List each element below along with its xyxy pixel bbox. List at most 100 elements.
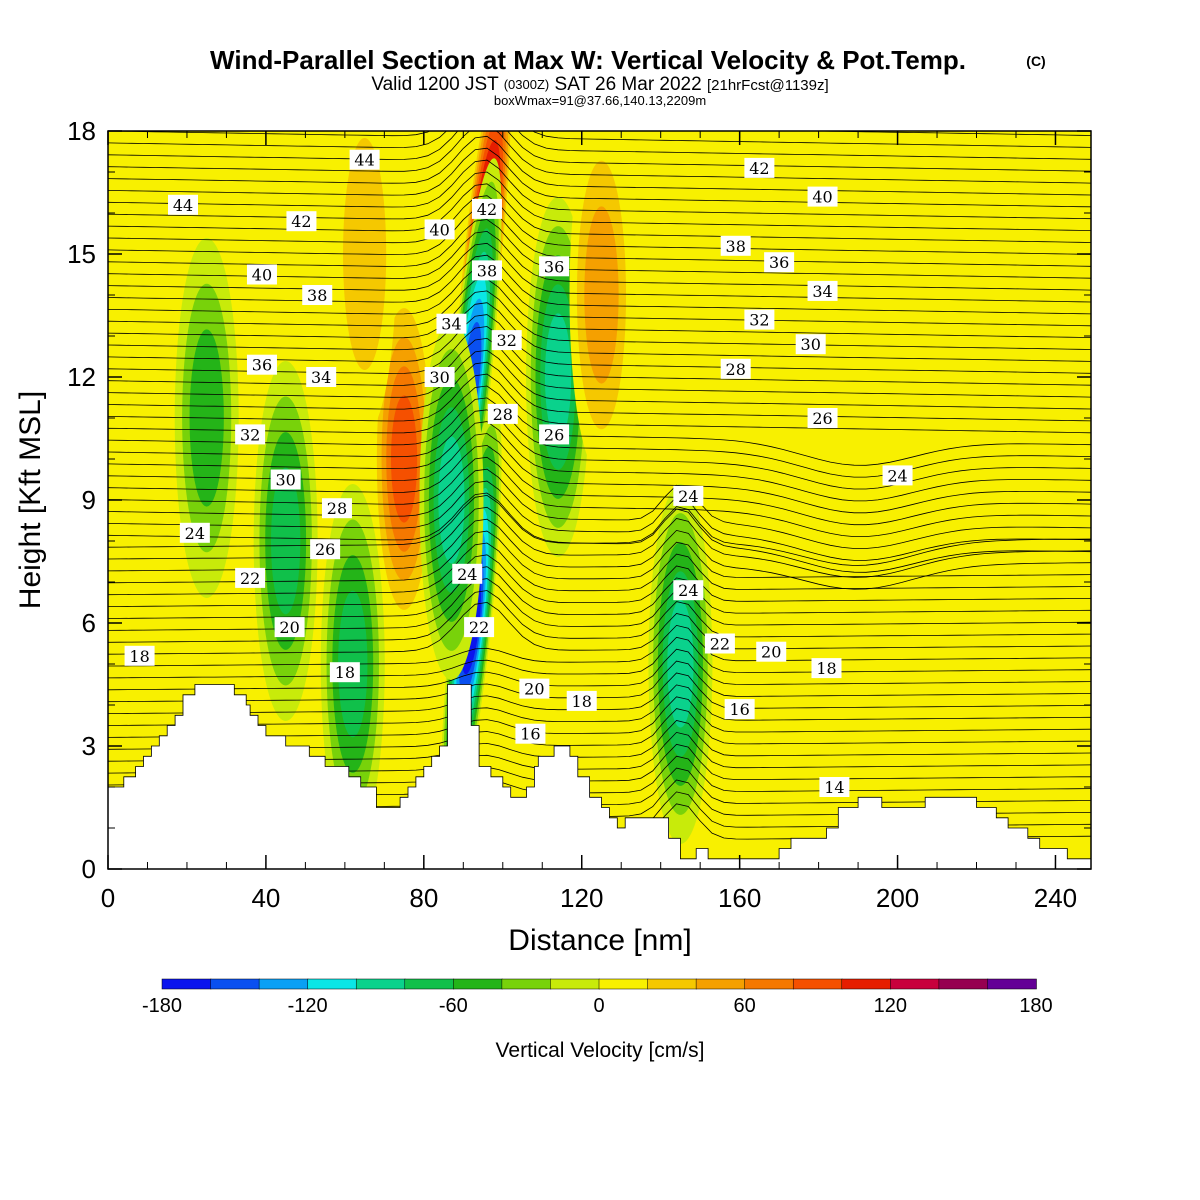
theta-label-text: 40 — [429, 220, 449, 239]
theta-contour — [108, 672, 1091, 714]
colorbar-swatch — [744, 978, 794, 990]
theta-contour — [108, 385, 1091, 466]
theta-label: 20 — [756, 641, 787, 662]
theta-label-text: 18 — [572, 692, 592, 711]
theta-label: 18 — [811, 658, 842, 679]
theta-label-text: 24 — [185, 524, 205, 543]
theta-contour — [108, 506, 1091, 578]
colorbar-tick-label: 120 — [874, 995, 907, 1017]
y-tick-label: 0 — [82, 854, 96, 884]
theta-contour — [108, 361, 1091, 422]
colorbar-tick-label: 60 — [734, 995, 756, 1017]
theta-label-text: 34 — [812, 282, 832, 301]
theta-label-text: 16 — [520, 725, 540, 744]
theta-label-text: 20 — [524, 680, 544, 699]
theta-label: 24 — [673, 580, 704, 601]
theta-label: 26 — [807, 408, 838, 428]
theta-label-text: 44 — [354, 151, 374, 170]
colorbar-swatch — [647, 978, 697, 990]
theta-label-text: 36 — [544, 257, 564, 276]
theta-label-text: 38 — [477, 261, 497, 280]
colorbar-tick-label: -60 — [439, 995, 468, 1017]
theta-contour — [108, 183, 1091, 243]
theta-label-text: 30 — [275, 471, 295, 490]
theta-label: 22 — [704, 633, 735, 654]
theta-label: 30 — [270, 469, 301, 490]
theta-label: 38 — [720, 235, 751, 256]
velocity-cell — [569, 131, 634, 475]
chart-subtitle-2: boxWmax=91@37.66,140.13,2209m — [494, 93, 706, 108]
colorbar-swatch — [792, 978, 843, 990]
y-tick-label: 18 — [67, 116, 96, 146]
theta-contour — [108, 131, 1091, 160]
theta-label-text: 30 — [801, 335, 821, 354]
theta-contour — [108, 566, 1091, 619]
colorbar-swatch — [307, 978, 357, 990]
colorbar: -180 -120 -60 0 60 120 180 — [142, 978, 1053, 1017]
theta-label-text: 40 — [812, 188, 832, 207]
theta-label-text: 20 — [761, 643, 781, 662]
theta-contour — [108, 373, 1091, 434]
theta-label: 40 — [424, 219, 455, 240]
y-tick-label: 9 — [82, 485, 96, 515]
theta-label: 32 — [235, 424, 266, 445]
x-tick-label: 40 — [251, 883, 280, 913]
theta-label: 28 — [321, 498, 352, 519]
colorbar-swatch — [404, 978, 455, 990]
colorbar-swatch — [695, 978, 746, 990]
theta-label: 24 — [882, 465, 913, 486]
theta-contour — [108, 518, 1091, 590]
colorbar-swatch — [841, 978, 892, 990]
theta-label-text: 24 — [678, 581, 698, 600]
theta-contour — [108, 636, 1091, 679]
theta-label-text: 24 — [887, 466, 907, 485]
theta-contour — [108, 254, 1091, 315]
theta-label: 30 — [424, 367, 455, 387]
theta-label: 20 — [519, 678, 550, 699]
theta-label: 26 — [310, 539, 341, 560]
x-tick-label: 80 — [409, 883, 438, 913]
theta-label-text: 28 — [327, 499, 347, 518]
theta-label: 44 — [349, 149, 380, 170]
theta-label-text: 36 — [769, 253, 789, 272]
theta-label-text: 22 — [710, 635, 730, 654]
theta-label: 24 — [179, 522, 210, 543]
theta-label: 40 — [807, 186, 838, 207]
theta-label-text: 42 — [291, 212, 311, 231]
chart-subtitle: Valid 1200 JST (0300Z) SAT 26 Mar 2022 [… — [371, 73, 828, 95]
velocity-band — [544, 313, 572, 441]
colorbar-label: Vertical Velocity [cm/s] — [496, 1039, 705, 1062]
theta-contour — [108, 337, 1091, 398]
theta-label: 16 — [724, 699, 755, 720]
theta-label: 38 — [302, 285, 333, 305]
theta-contour — [108, 554, 1091, 607]
y-tick-label: 3 — [82, 731, 96, 761]
theta-label: 26 — [539, 424, 570, 445]
colorbar-swatch — [355, 978, 406, 990]
velocity-band — [390, 395, 418, 523]
theta-contour — [108, 131, 1091, 184]
colorbar-swatch — [890, 978, 940, 990]
theta-label-text: 24 — [457, 565, 477, 584]
terrain-mask — [107, 684, 1092, 870]
colorbar-swatch — [501, 978, 552, 990]
theta-label: 44 — [168, 194, 199, 215]
theta-label-text: 42 — [477, 200, 497, 219]
theta-label-text: 38 — [307, 286, 327, 305]
theta-label: 18 — [329, 662, 360, 683]
theta-label: 24 — [673, 485, 704, 506]
theta-label: 34 — [306, 367, 337, 387]
theta-label: 36 — [246, 354, 277, 375]
theta-label-text: 24 — [678, 487, 698, 506]
theta-label-text: 28 — [493, 405, 513, 424]
x-tick-label: 240 — [1034, 883, 1077, 913]
velocity-cell — [648, 484, 713, 844]
theta-label-text: 42 — [749, 159, 769, 178]
theta-label: 38 — [471, 260, 502, 281]
theta-contour — [108, 494, 1091, 566]
theta-label-text: 38 — [726, 237, 746, 256]
theta-contour — [108, 266, 1091, 327]
colorbar-swatch — [210, 978, 260, 990]
theta-contour — [108, 195, 1091, 255]
